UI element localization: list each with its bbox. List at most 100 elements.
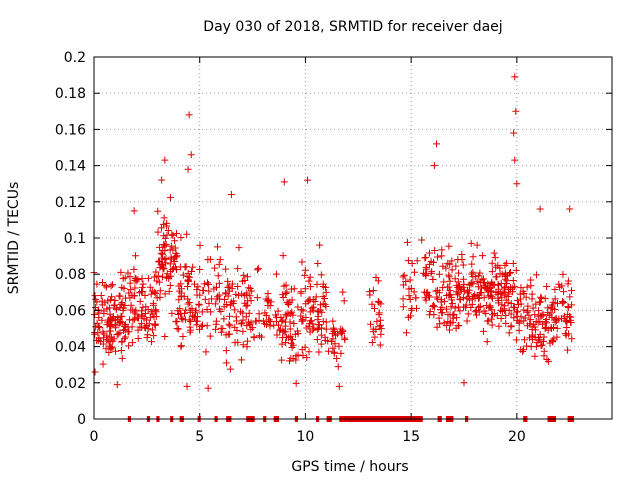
data-point [408,259,416,267]
y-tick-label: 0 [77,412,86,428]
data-point [161,234,169,242]
data-point [486,291,494,299]
data-point [211,300,219,308]
data-point [92,295,100,303]
axis-ticks [93,56,612,420]
data-point [200,287,208,295]
data-point [141,292,149,300]
data-point [555,315,563,323]
data-point [111,301,119,309]
data-point [108,315,116,323]
data-point [284,334,292,342]
data-point [541,324,549,332]
data-point [149,299,157,307]
data-point [456,307,464,315]
data-point [220,295,228,303]
data-point [243,343,251,351]
data-point [529,304,537,312]
data-point [252,317,260,325]
data-point [467,280,475,288]
data-point [278,356,286,364]
data-point [247,319,255,327]
data-point [316,306,324,314]
data-point [471,273,479,281]
data-point [148,338,156,346]
data-point [512,308,520,316]
x-tick-label: 10 [297,429,315,445]
data-point [225,312,233,320]
data-point [243,289,251,297]
data-point [509,284,517,292]
data-point [166,260,174,268]
data-point [151,320,159,328]
data-point [106,327,114,335]
data-point [97,338,105,346]
data-point [288,308,296,316]
data-point [196,241,204,249]
data-point [459,261,467,269]
data-point [337,328,345,336]
data-point [502,319,510,327]
data-point [337,349,345,357]
data-point [167,253,175,261]
data-point [203,279,211,287]
data-point [224,283,232,291]
data-point [180,293,188,301]
data-point [558,297,566,305]
x-tick-label: 0 [90,429,99,445]
data-point [445,242,453,250]
data-point [333,330,341,338]
data-point [165,287,173,295]
data-point [119,306,127,314]
data-point [155,278,163,286]
data-point [509,277,517,285]
data-point [512,107,520,115]
data-point [239,341,247,349]
data-point [505,290,513,298]
data-point [438,309,446,317]
data-point [501,275,509,283]
data-point [376,323,384,331]
data-point [501,291,509,299]
data-point [191,280,199,288]
data-point [231,306,239,314]
data-point [294,351,302,359]
data-point [177,234,185,242]
data-point [173,317,181,325]
data-point [483,301,491,309]
data-point [502,296,510,304]
data-point [309,320,317,328]
data-point [198,321,206,329]
data-point [150,332,158,340]
data-point [464,310,472,318]
data-point [510,129,518,137]
data-point [198,308,206,316]
x-tick-label: 20 [508,429,526,445]
data-point [255,310,263,318]
data-point [468,300,476,308]
data-point [161,156,169,164]
data-point [532,271,540,279]
data-point [517,284,525,292]
data-point [222,347,230,355]
data-point [217,328,225,336]
data-point [520,290,528,298]
data-point [177,342,185,350]
data-point [538,341,546,349]
data-point [205,287,213,295]
data-point [91,330,99,338]
data-point [433,293,441,301]
data-point [270,321,278,329]
data-point [226,365,234,373]
data-point [507,310,515,318]
data-point [192,317,200,325]
y-tick-label: 0.02 [55,376,86,392]
data-point [482,309,490,317]
data-point [501,284,509,292]
data-point [159,273,167,281]
data-point [464,286,472,294]
data-point [451,275,459,283]
data-point [250,334,258,342]
data-point [374,297,382,305]
data-point [558,282,566,290]
